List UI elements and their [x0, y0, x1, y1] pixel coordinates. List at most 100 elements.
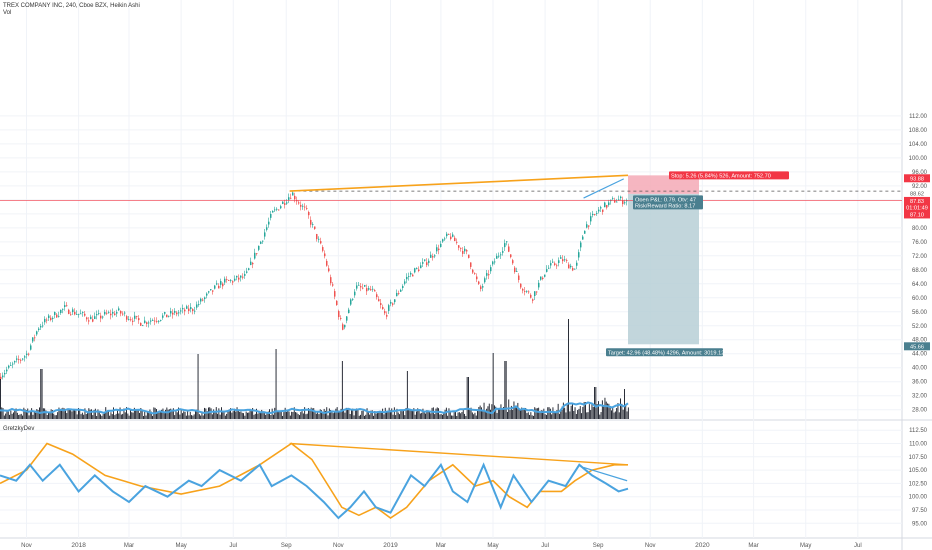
volume-bar — [162, 408, 164, 419]
risk-reward-label-bg — [633, 201, 703, 210]
volume-bar — [111, 414, 113, 419]
volume-bar — [468, 377, 469, 419]
volume-bar — [59, 410, 61, 419]
candle-body — [112, 311, 114, 314]
volume-bar — [235, 411, 237, 419]
volume-bar — [169, 409, 170, 419]
volume-bar — [596, 404, 598, 419]
volume-bar — [369, 414, 371, 419]
candle-body — [296, 200, 298, 202]
volume-bar — [384, 407, 386, 419]
volume-bar — [28, 415, 30, 419]
candle-body — [454, 237, 456, 242]
volume-bar — [165, 409, 166, 419]
volume-bar — [477, 409, 478, 419]
x-tick-label: Jul — [229, 543, 237, 549]
candle-body — [122, 313, 124, 315]
volume-bar — [150, 411, 152, 419]
candle-body — [498, 255, 500, 257]
volume-bar — [94, 408, 96, 419]
candle-body — [236, 275, 238, 278]
volume-bar — [401, 411, 403, 419]
osc-tick-label: 110.00 — [909, 442, 928, 448]
volume-bar — [315, 413, 317, 419]
price-tag-bg — [904, 174, 930, 183]
candle-body — [612, 198, 614, 200]
price-tag-bg — [904, 342, 930, 351]
candle-body — [616, 201, 618, 203]
candle-body — [42, 325, 44, 327]
candle-body — [246, 271, 248, 273]
volume-bar — [479, 405, 481, 419]
y-tick-label: 52.00 — [912, 324, 928, 330]
volume-bar — [276, 410, 278, 419]
candle-body — [212, 290, 214, 292]
volume-bar — [171, 409, 173, 419]
candle-body — [410, 272, 412, 275]
volume-bar — [104, 411, 105, 419]
candle-body — [526, 290, 528, 292]
candle-body — [390, 302, 392, 304]
y-tick-label: 92.00 — [912, 184, 928, 190]
volume-bar — [74, 409, 75, 419]
candle-body — [142, 325, 144, 327]
candle-body — [396, 292, 398, 297]
volume-bar — [85, 414, 87, 419]
volume-bar — [436, 407, 438, 419]
volume-bar — [279, 411, 281, 419]
candle-body — [294, 195, 296, 200]
volume-bar — [247, 412, 248, 419]
volume-bar — [529, 414, 530, 419]
price-axis[interactable]: 28.00 32.00 36.00 40.00 44.00 48.00 52.00 56.00… — [909, 114, 928, 527]
volume-bar — [491, 404, 493, 419]
time-axis[interactable]: Nov 2018 Mar May Jul Sep Nov 2019 Mar May Jul Sep No… — [21, 542, 862, 549]
candle-body — [458, 245, 460, 248]
candle-body — [150, 320, 152, 322]
candle-body — [86, 317, 88, 320]
volume-bar — [87, 412, 88, 419]
candle-body — [508, 246, 510, 252]
candle-body — [84, 313, 86, 316]
candle-body — [484, 278, 486, 283]
candle-body — [260, 241, 262, 244]
candle-body — [202, 299, 204, 301]
volume-bar — [305, 414, 307, 419]
volume-bar — [115, 413, 117, 419]
candle-body — [620, 196, 622, 199]
volume-bar — [256, 408, 257, 419]
target-label: Target: 42.96 (48.48%) 4296, Amount: 301… — [608, 350, 724, 356]
candle-body — [230, 279, 232, 281]
volume-bar — [7, 411, 9, 419]
volume-bar — [526, 413, 528, 419]
candle-body — [560, 257, 562, 259]
volume-bar — [460, 413, 462, 419]
volume-bar — [178, 407, 179, 419]
volume-bar — [22, 415, 23, 419]
candle-body — [210, 289, 212, 291]
volume-bar — [410, 409, 412, 419]
volume-bar — [598, 401, 599, 419]
candle-body — [322, 247, 324, 251]
candle-body — [576, 262, 578, 266]
candle-body — [328, 268, 330, 272]
candle-body — [32, 337, 34, 342]
volume-bar — [269, 409, 270, 419]
volume-bar — [572, 403, 573, 419]
volume-bar — [523, 407, 525, 419]
volume-bar — [20, 413, 22, 419]
volume-bar — [219, 414, 221, 419]
oscillator-orange-line — [0, 442, 628, 519]
candle-body — [434, 255, 436, 257]
volume-bar — [556, 410, 558, 419]
candle-body — [366, 288, 368, 292]
volume-bar — [592, 406, 594, 419]
volume-bar — [124, 412, 126, 419]
candle-body — [14, 361, 16, 363]
volume-bar — [297, 414, 299, 419]
volume-bar — [182, 413, 183, 419]
candle-body — [36, 331, 38, 335]
volume-bar — [393, 407, 395, 419]
volume-bar — [68, 409, 70, 419]
volume-bar — [413, 408, 415, 419]
volume-bar — [399, 414, 400, 419]
